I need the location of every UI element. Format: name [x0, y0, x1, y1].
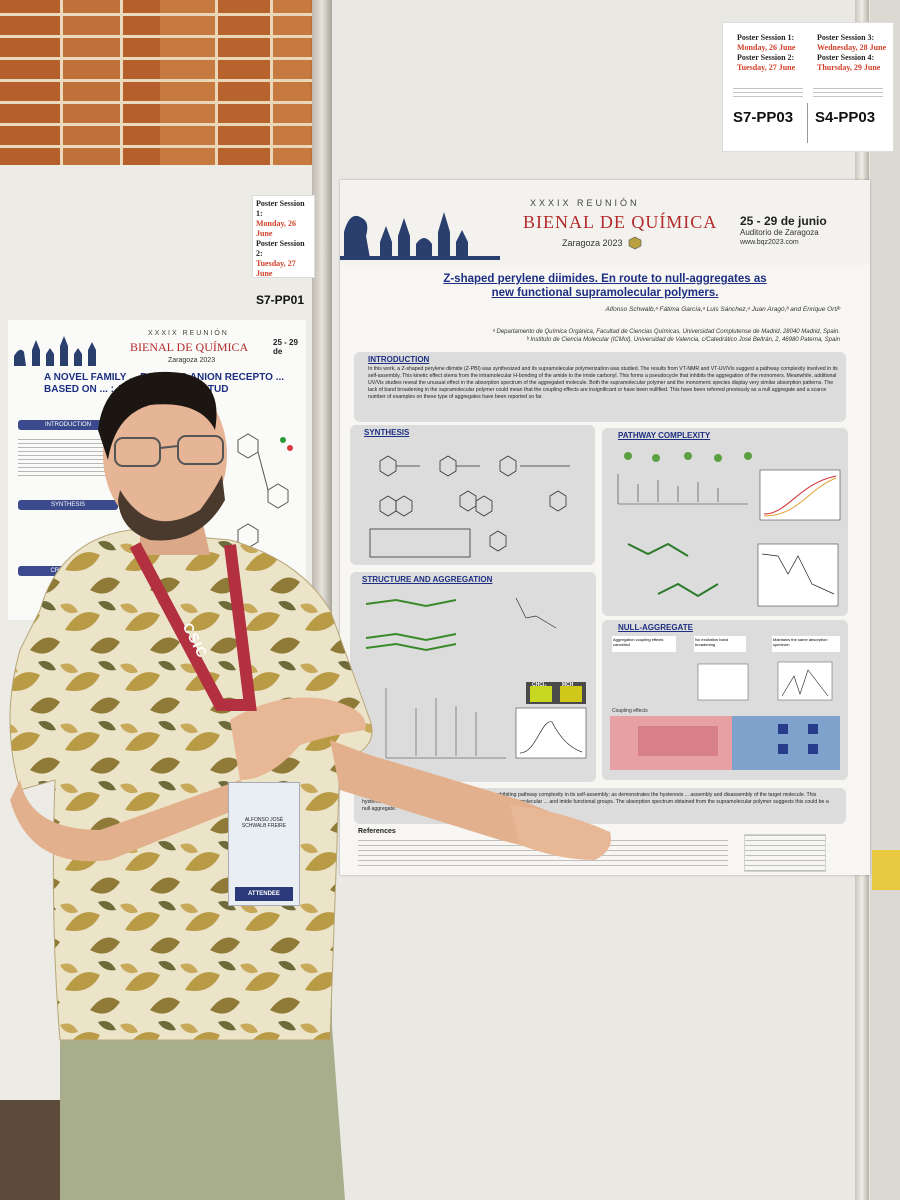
introduction-header: INTRODUCTION [368, 355, 430, 364]
tag-label: Poster Session 2: [737, 53, 795, 62]
yellow-sticker [872, 850, 900, 890]
poster-city: Zaragoza 2023 [562, 238, 623, 248]
right-session-tag: Poster Session 1: Monday, 26 June Poster… [722, 22, 894, 152]
conclusion-text: Z-shaped ... a new template for supramol… [362, 792, 829, 812]
tag-date: Monday, 26 June [737, 43, 796, 52]
pathway-complexity-section: PATHWAY COMPLEXITY [602, 428, 848, 616]
references-header: References [358, 828, 396, 835]
poster-title-line: new functional supramolecular polymers. [491, 287, 719, 299]
poster-venue: Auditorio de Zaragoza [740, 228, 819, 237]
left-poster-text [18, 436, 118, 476]
coupling-effects-label: Coupling effects [612, 708, 648, 714]
null-aggregate-figures [610, 661, 840, 770]
tag-code: S4-PP03 [815, 109, 876, 126]
left-poster-edition: XXXIX REUNIÓN [148, 330, 229, 337]
funding-box [744, 834, 826, 872]
left-session-tag: Poster Session 1: Monday, 26 June Poster… [252, 195, 315, 307]
poster-affiliations: ᵃ Departamento de Química Orgánica, Facu… [380, 328, 840, 344]
pathway-figures [617, 452, 841, 607]
left-poster-synthesis-header: SYNTHESIS [18, 500, 118, 510]
structure-figures [365, 597, 587, 759]
tag-date: Monday, 26 June [256, 219, 297, 238]
chcl3-vial-label: CHCl₃ [532, 682, 547, 688]
left-poster-molecule [237, 433, 293, 549]
tag-fineprint [733, 85, 803, 97]
left-poster-dates: 25 - 29 de [273, 338, 298, 356]
main-poster: XXXIX REUNIÓN BIENAL DE QUÍMICA Zaragoza… [340, 180, 870, 875]
poster-dates: 25 - 29 de junio [740, 214, 827, 228]
tag-fineprint [813, 85, 883, 97]
null-aggregate-box: Aggregation coupling effects cancelled [612, 636, 676, 652]
tag-divider [807, 103, 808, 143]
badge-role: ATTENDEE [235, 887, 293, 901]
pilar-silhouette-icon [340, 212, 500, 260]
poster-authors: Alfonso Schwalb,ᵃ Fátima García,ᵃ Luis S… [605, 306, 840, 313]
badge-name: ALFONSO JOSÉ SCHWALB FREIRE [241, 817, 287, 829]
structure-header: STRUCTURE AND AGGREGATION [362, 575, 493, 584]
affiliation-line: ᵃ Departamento de Química Orgánica, Facu… [492, 329, 840, 335]
introduction-text: In this work, a Z-shaped perylene diimid… [368, 366, 838, 400]
tag-code: S7-PP01 [256, 293, 305, 307]
tag-label: Poster Session 1: [737, 33, 795, 42]
tag-date: Wednesday, 28 June [817, 43, 887, 52]
hexagon-logo-icon [628, 236, 642, 250]
left-poster-city: Zaragoza 2023 [168, 357, 216, 364]
tag-label: Poster Session 4: [817, 53, 875, 62]
synthesis-header: SYNTHESIS [364, 428, 410, 437]
tag-date: Tuesday, 27 June [737, 63, 796, 72]
null-aggregate-box: No excitation band broadening [694, 636, 746, 652]
tag-label: Poster Session 3: [817, 33, 875, 42]
null-aggregate-section: NULL-AGGREGATE Aggregation coupling effe… [602, 620, 848, 780]
tag-date: Thursday, 29 June [817, 63, 881, 72]
tag-label: Poster Session 1: [256, 199, 305, 218]
poster-bienal: BIENAL DE QUÍMICA [523, 212, 718, 232]
left-poster-intro-header: INTRODUCTION [18, 420, 118, 430]
shorts [60, 1000, 345, 1200]
tag-date: Tuesday, 27 June [256, 259, 296, 278]
brick-wall-right [160, 0, 310, 170]
left-poster-bienal: BIENAL DE QUÍMICA [130, 340, 249, 354]
tag-code: S7-PP03 [733, 109, 794, 126]
poster-website: www.bqz2023.com [740, 239, 799, 246]
poster-edition: XXXIX REUNIÓN [530, 198, 640, 208]
attendee-badge: ALFONSO JOSÉ SCHWALB FREIRE ATTENDEE [228, 782, 300, 906]
next-board [870, 0, 900, 1200]
tag-label: Poster Session 2: [256, 239, 305, 258]
poster-title-line: Z-shaped perylene diimides. En route to … [443, 273, 767, 285]
pilar-silhouette-icon [14, 336, 96, 366]
affiliation-line: ᵇ Instituto de Ciencia Molecular (ICMol)… [526, 337, 840, 343]
null-aggregate-header: NULL-AGGREGATE [618, 623, 693, 632]
poster-title: Z-shaped perylene diimides. En route to … [380, 272, 830, 300]
synthesis-section: SYNTHESIS [350, 425, 595, 565]
poster-banner: XXXIX REUNIÓN BIENAL DE QUÍMICA Zaragoza… [340, 180, 870, 265]
presenter-person [9, 371, 611, 1200]
mch-vial-label: MCH [562, 682, 574, 688]
synthesis-scheme [369, 455, 570, 558]
introduction-section: INTRODUCTION In this work, a Z-shaped pe… [354, 352, 846, 422]
null-aggregate-box: Maintains the same absorption spectrum [772, 636, 840, 652]
pathway-header: PATHWAY COMPLEXITY [618, 431, 711, 440]
structure-aggregation-section: STRUCTURE AND AGGREGATION CHCl₃ MCH [350, 572, 596, 782]
